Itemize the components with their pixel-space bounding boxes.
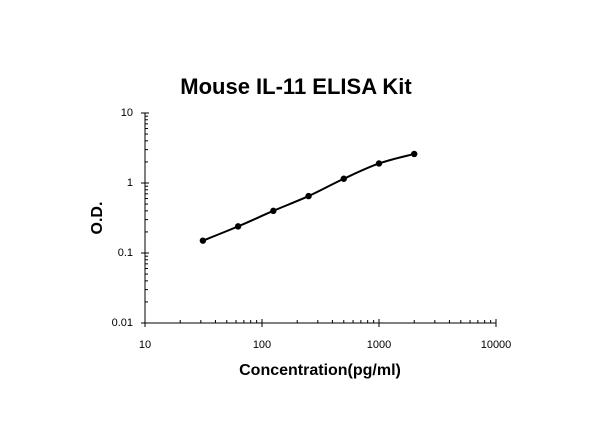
data-point [305, 192, 312, 200]
x-tick-label: 10 [139, 339, 151, 351]
chart-title: Mouse IL-11 ELISA Kit [180, 74, 412, 99]
data-point [199, 237, 207, 244]
y-tick-label: 0.1 [118, 247, 133, 259]
y-tick-label: 10 [121, 107, 133, 119]
data-point [340, 175, 347, 182]
y-tick-label: 1 [127, 177, 133, 189]
x-tick-label: 10000 [481, 339, 512, 351]
data-point [411, 150, 418, 158]
y-tick-label: 0.01 [112, 317, 133, 329]
data-point [234, 223, 242, 230]
data-point [375, 160, 383, 167]
x-tick-label: 1000 [367, 339, 391, 351]
x-tick-label: 100 [253, 339, 271, 351]
data-point [270, 207, 277, 215]
x-axis-label: Concentration(pg/ml) [239, 362, 401, 379]
y-axis-label: O.D. [89, 202, 106, 235]
